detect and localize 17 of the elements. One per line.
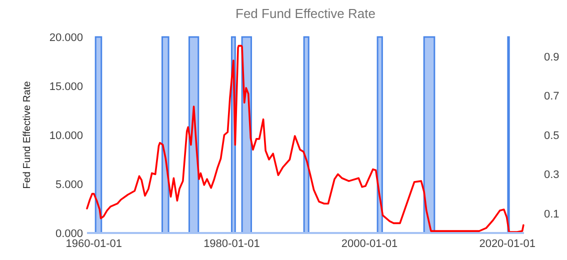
y-tick-label: 15.000 — [49, 80, 83, 93]
y2-tick-label: 0.5 — [544, 130, 560, 142]
y-tick-label: 10.000 — [49, 130, 83, 142]
y2-tick-label: 0.7 — [544, 90, 560, 103]
y-tick-label: 0.000 — [55, 228, 83, 240]
x-tick-label: 2020-01-01 — [479, 238, 536, 250]
y2-tick-label: 0.1 — [544, 208, 560, 220]
y-tick-label: 20.000 — [49, 32, 83, 44]
x-tick-label: 1960-01-01 — [66, 238, 122, 250]
y2-tick-label: 0.9 — [544, 51, 560, 64]
chart-title: Fed Fund Effective Rate — [236, 6, 376, 21]
x-tick-label: 1980-01-01 — [204, 238, 260, 250]
line-series — [86, 44, 524, 233]
y-axis-title: Fed Fund Effective Rate — [22, 80, 33, 189]
x-tick-label: 2000-01-01 — [341, 238, 398, 250]
y2-tick-label: 0.3 — [544, 169, 560, 182]
y-tick-label: 5.000 — [55, 178, 83, 191]
